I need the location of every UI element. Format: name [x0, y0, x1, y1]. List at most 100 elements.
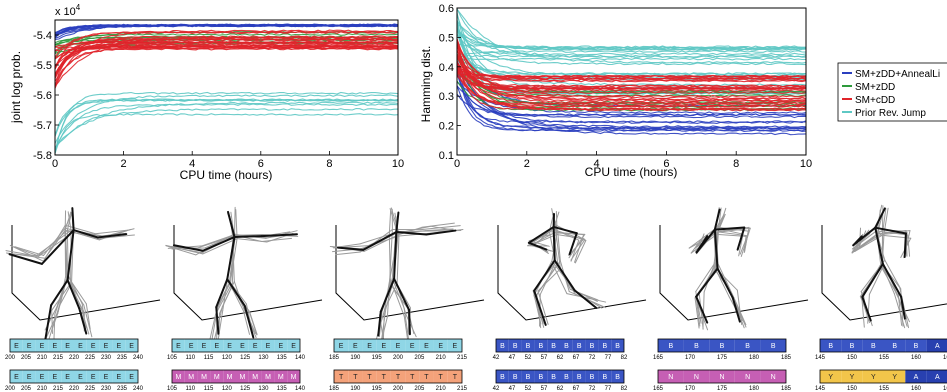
skeleton-bone — [874, 226, 907, 235]
skeleton-bone — [391, 278, 405, 309]
sequence-label: E — [91, 374, 96, 381]
skeleton-bone — [377, 310, 382, 337]
sequence-frame — [9, 369, 139, 384]
skeleton-bone — [201, 234, 234, 247]
skeleton-bone — [260, 233, 298, 238]
skeleton-bone — [243, 310, 251, 335]
sequence-frame — [495, 369, 625, 384]
c2-series-line — [456, 72, 807, 117]
c1-xtick-label: 4 — [189, 158, 195, 170]
skeleton-bone — [233, 235, 263, 239]
sequence-cell — [709, 339, 735, 352]
sequence-label: A — [914, 374, 919, 381]
sequence-cell — [884, 370, 906, 383]
skeleton-bone — [875, 230, 909, 236]
sequence-cell — [125, 339, 138, 352]
sequence-cell — [184, 370, 198, 383]
c1-series-line — [54, 46, 399, 82]
sequence-tick: 140 — [295, 355, 306, 361]
sequence-tick: 200 — [393, 386, 404, 392]
sequence-tick: 42 — [493, 355, 500, 361]
sequence-tick: 230 — [101, 355, 112, 361]
c2-series-line — [456, 85, 807, 132]
c2-xtick-label: 6 — [663, 158, 669, 170]
skeleton-bone — [379, 277, 396, 313]
skeleton-bone — [378, 311, 383, 338]
c1-series-line — [54, 30, 399, 58]
sequence-cell — [884, 339, 906, 352]
pose-panel-6: B B B B B A 145 150 155 160 165 Y Y Y Y A A 145 150 155 160 1… — [815, 204, 947, 392]
c2-xtick-label: 0 — [454, 158, 460, 170]
skeleton-bone — [233, 206, 236, 237]
sequence-label: E — [339, 343, 344, 350]
skeleton-bone — [695, 235, 709, 254]
chart1-series-lines — [54, 23, 399, 154]
sequence-tick: 130 — [258, 355, 269, 361]
skeleton-bone — [555, 232, 586, 235]
chart1-ylabel: joint log prob. — [9, 51, 23, 124]
sequence-label: E — [104, 374, 109, 381]
sequence-tick: 220 — [69, 355, 80, 361]
c2-series-line — [456, 67, 807, 78]
sequence-label: M — [252, 374, 258, 381]
c2-series-line — [456, 85, 807, 128]
c2-series-line — [456, 72, 807, 108]
sequence-cell — [611, 370, 624, 383]
sequence-cell — [48, 339, 62, 352]
c2-ytick-label: 0.2 — [439, 121, 454, 133]
skeleton-bone — [215, 285, 231, 315]
skeleton-bone — [718, 207, 722, 228]
c1-xtick-label: 2 — [121, 158, 127, 170]
sequence-frame — [819, 338, 947, 353]
sequence-tick: 120 — [222, 386, 233, 392]
sequence-cell — [683, 370, 710, 383]
skeleton-bone — [533, 289, 547, 326]
skeleton-bone — [334, 251, 361, 256]
sequence-label: E — [381, 343, 386, 350]
c1-series-line — [54, 40, 399, 48]
sequence-tick: 72 — [589, 355, 596, 361]
sequence-frame — [819, 369, 947, 384]
sequence-frame — [333, 369, 463, 384]
skeleton-bone — [229, 282, 247, 305]
c2-ytick-label: 0.5 — [439, 32, 454, 44]
skeleton-bone — [380, 308, 387, 343]
sequence-label: A — [935, 374, 940, 381]
skeleton-bone — [744, 230, 749, 253]
sequence-tick: 205 — [21, 386, 32, 392]
skeleton-bone — [215, 278, 229, 309]
sequence-cell — [274, 370, 288, 383]
skeleton-bone — [899, 286, 910, 329]
pose-panel-5: B B B B B 165 170 175 180 185 N N N N N 165 170 175 180 185 — [653, 207, 809, 392]
c1-series-line — [54, 91, 399, 154]
sequence-label: B — [526, 343, 531, 350]
sequence-cell — [760, 370, 786, 383]
sequence-tick: 125 — [240, 355, 251, 361]
sequence-tick: 225 — [85, 386, 96, 392]
sequence-cell — [99, 370, 113, 383]
sequence-tick: 110 — [185, 386, 195, 392]
c1-series-line — [54, 29, 398, 75]
sequence-tick: 125 — [240, 386, 251, 392]
skeleton-bone — [396, 235, 400, 285]
skeleton-bone — [738, 233, 744, 257]
sequence-label: E — [438, 343, 443, 350]
sequence-cell — [172, 339, 185, 352]
sequence-tick: 135 — [277, 355, 288, 361]
sequence-cell — [433, 339, 448, 352]
skeleton-bone — [395, 211, 400, 234]
sequence-cell — [658, 370, 684, 383]
sequence-cell — [22, 370, 36, 383]
c2-series-line — [456, 8, 807, 51]
sequence-tick: 47 — [509, 386, 516, 392]
skeleton-bone — [527, 225, 555, 244]
skeleton-bone — [85, 303, 91, 330]
floor-axes — [11, 225, 161, 321]
sequence-label: T — [410, 374, 415, 381]
skeleton-bone — [861, 295, 872, 322]
sequence-cell — [184, 339, 198, 352]
sequence-cell — [61, 339, 74, 352]
sequence-label: N — [694, 374, 699, 381]
sequence-tick: 145 — [815, 355, 826, 361]
